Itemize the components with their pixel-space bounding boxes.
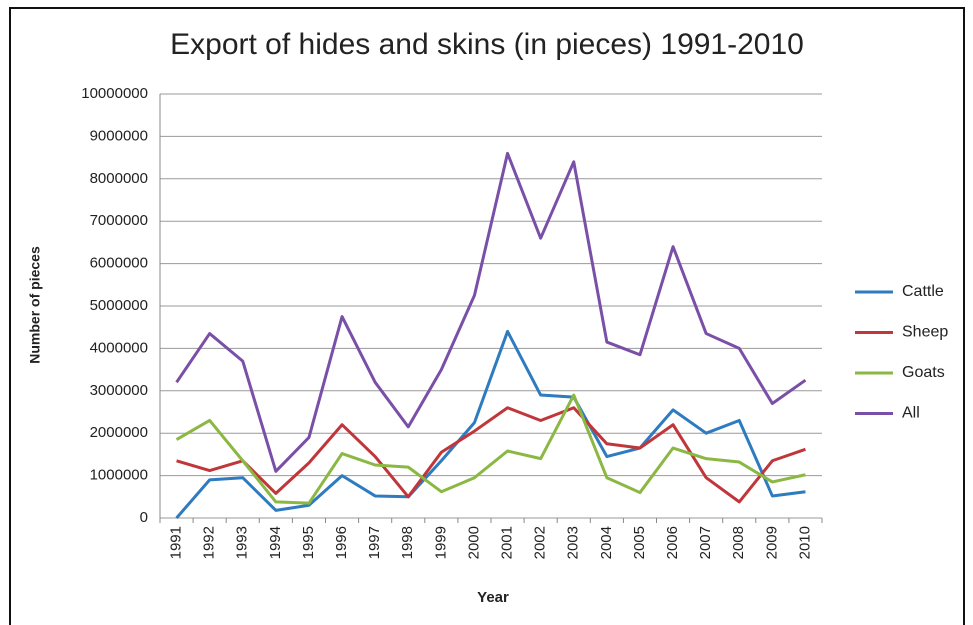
x-tick-label: 1991 — [168, 526, 185, 559]
x-tick-label: 2004 — [598, 526, 615, 559]
y-tick-label: 2000000 — [90, 424, 148, 441]
frame — [9, 7, 965, 625]
y-axis-label: Number of pieces — [27, 246, 43, 364]
x-tick-label: 2009 — [763, 526, 780, 559]
legend-label: All — [902, 405, 920, 422]
x-tick-label: 1994 — [267, 526, 284, 559]
x-axis-label: Year — [477, 589, 509, 606]
x-tick-label: 2008 — [730, 526, 747, 559]
y-tick-label: 7000000 — [90, 212, 148, 229]
x-tick-label: 1998 — [399, 526, 416, 559]
y-tick-label: 8000000 — [90, 170, 148, 187]
legend-label: Sheep — [902, 324, 948, 341]
line-series — [175, 151, 807, 473]
y-tick-label: 10000000 — [81, 85, 148, 102]
x-tick-label: 2007 — [697, 526, 714, 559]
x-tick-label: 2001 — [499, 526, 516, 559]
y-tick-label: 6000000 — [90, 255, 148, 272]
y-tick-label: 3000000 — [90, 382, 148, 399]
x-tick-label: 1996 — [333, 526, 350, 559]
legend-label: Goats — [902, 364, 945, 381]
x-tick-label: 2000 — [465, 526, 482, 559]
x-tick-label: 2005 — [631, 526, 648, 559]
x-tick-label: 1993 — [234, 526, 251, 559]
x-tick-label: 2006 — [664, 526, 681, 559]
line-series — [175, 329, 806, 519]
y-tick-label: 9000000 — [90, 127, 148, 144]
x-tick-label: 2002 — [532, 526, 549, 559]
line-series — [176, 406, 806, 504]
x-tick-label: 1992 — [201, 526, 218, 559]
x-tick-label: 2003 — [565, 526, 582, 559]
y-tick-label: 4000000 — [90, 339, 148, 356]
legend-label: Cattle — [902, 283, 944, 300]
x-tick-label: 1999 — [432, 526, 449, 559]
x-tick-label: 2010 — [796, 526, 813, 559]
x-tick-label: 1995 — [300, 526, 317, 559]
y-tick-label: 0 — [140, 509, 148, 526]
y-tick-label: 1000000 — [90, 467, 148, 484]
y-tick-label: 5000000 — [90, 297, 148, 314]
x-tick-label: 1997 — [366, 526, 383, 559]
chart-title: Export of hides and skins (in pieces) 19… — [170, 28, 804, 61]
line-series — [175, 393, 806, 505]
